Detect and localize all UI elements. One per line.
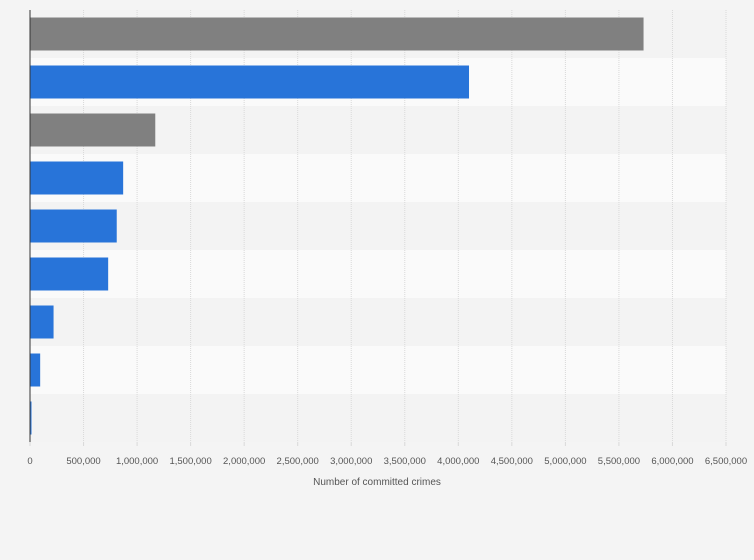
x-tick-label: 2,500,000 bbox=[277, 456, 319, 467]
x-axis-title: Number of committed crimes bbox=[313, 477, 441, 488]
x-tick-label: 6,000,000 bbox=[651, 456, 693, 467]
x-tick-label: 4,500,000 bbox=[491, 456, 533, 467]
bar[interactable] bbox=[30, 401, 32, 435]
bars bbox=[30, 17, 644, 435]
row-band bbox=[30, 154, 726, 202]
x-tick-label: 5,500,000 bbox=[598, 456, 640, 467]
x-axis-ticks: 0 500,000 1,000,000 1,500,000 2,000,000 2,500… bbox=[27, 442, 747, 467]
x-tick-label: 6,500,000 bbox=[705, 456, 747, 467]
bar[interactable] bbox=[30, 113, 156, 147]
bar[interactable] bbox=[30, 65, 470, 99]
bar[interactable] bbox=[30, 161, 124, 195]
x-tick-label: 5,000,000 bbox=[544, 456, 586, 467]
bar[interactable] bbox=[30, 353, 41, 387]
x-tick-label: 1,500,000 bbox=[169, 456, 211, 467]
x-tick-label: 500,000 bbox=[66, 456, 100, 467]
bar[interactable] bbox=[30, 17, 644, 51]
bar[interactable] bbox=[30, 305, 54, 339]
row-band bbox=[30, 298, 726, 346]
x-tick-label: 4,000,000 bbox=[437, 456, 479, 467]
row-band bbox=[30, 250, 726, 298]
x-tick-label: 2,000,000 bbox=[223, 456, 265, 467]
bar[interactable] bbox=[30, 257, 109, 291]
x-tick-label: 3,500,000 bbox=[384, 456, 426, 467]
x-tick-label: 3,000,000 bbox=[330, 456, 372, 467]
x-tick-label: 0 bbox=[27, 456, 32, 467]
row-band bbox=[30, 202, 726, 250]
row-bands bbox=[30, 10, 726, 442]
bar[interactable] bbox=[30, 209, 117, 243]
x-tick-label: 1,000,000 bbox=[116, 456, 158, 467]
row-band bbox=[30, 346, 726, 394]
row-band bbox=[30, 394, 726, 442]
